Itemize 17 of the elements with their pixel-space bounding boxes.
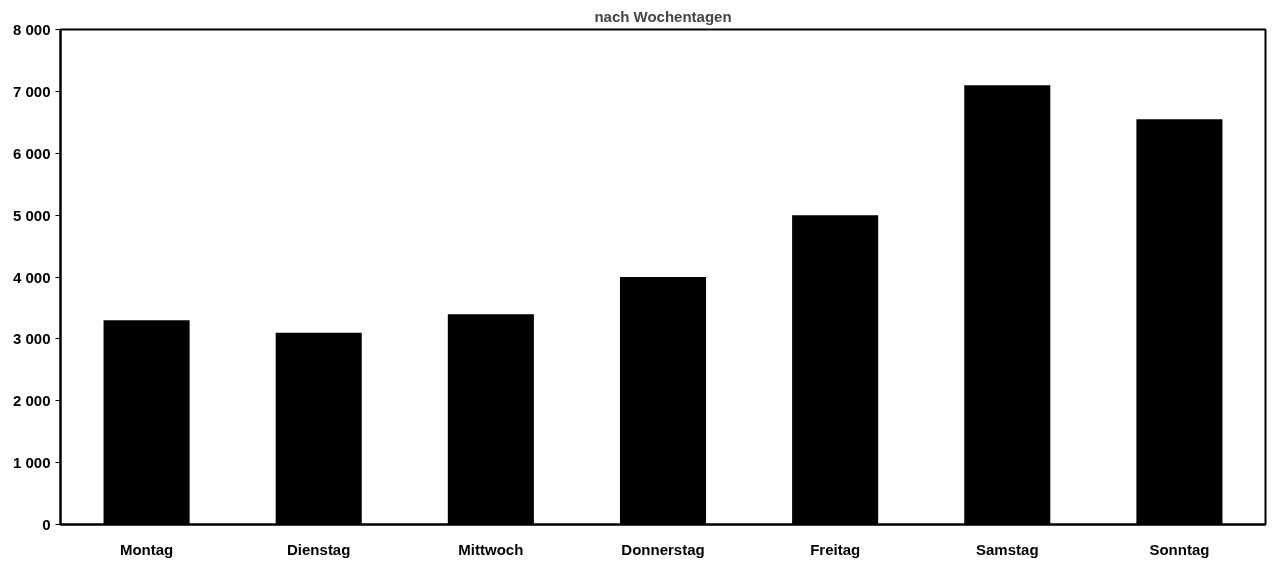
y-tick-label: 2 000 bbox=[12, 392, 51, 410]
x-tick-label: Mittwoch bbox=[458, 540, 524, 558]
y-tick-label: 3 000 bbox=[12, 330, 51, 348]
x-tick-label: Freitag bbox=[810, 540, 861, 558]
y-tick-label: 5 000 bbox=[12, 206, 51, 224]
y-tick-label: 4 000 bbox=[12, 268, 51, 286]
chart-title: nach Wochentagen bbox=[594, 7, 732, 25]
x-tick-label: Sonntag bbox=[1149, 540, 1210, 558]
x-tick-label: Donnerstag bbox=[621, 540, 705, 558]
y-tick-label: 6 000 bbox=[12, 144, 51, 162]
x-tick-label: Montag bbox=[119, 540, 174, 558]
y-tick-label: 0 bbox=[42, 516, 51, 533]
x-tick-label: Dienstag bbox=[287, 540, 351, 558]
x-tick-label: Samstag bbox=[976, 540, 1039, 558]
y-tick-label: 7 000 bbox=[12, 82, 51, 100]
y-tick-label: 8 000 bbox=[12, 21, 51, 38]
y-tick-label: 1 000 bbox=[12, 454, 51, 472]
